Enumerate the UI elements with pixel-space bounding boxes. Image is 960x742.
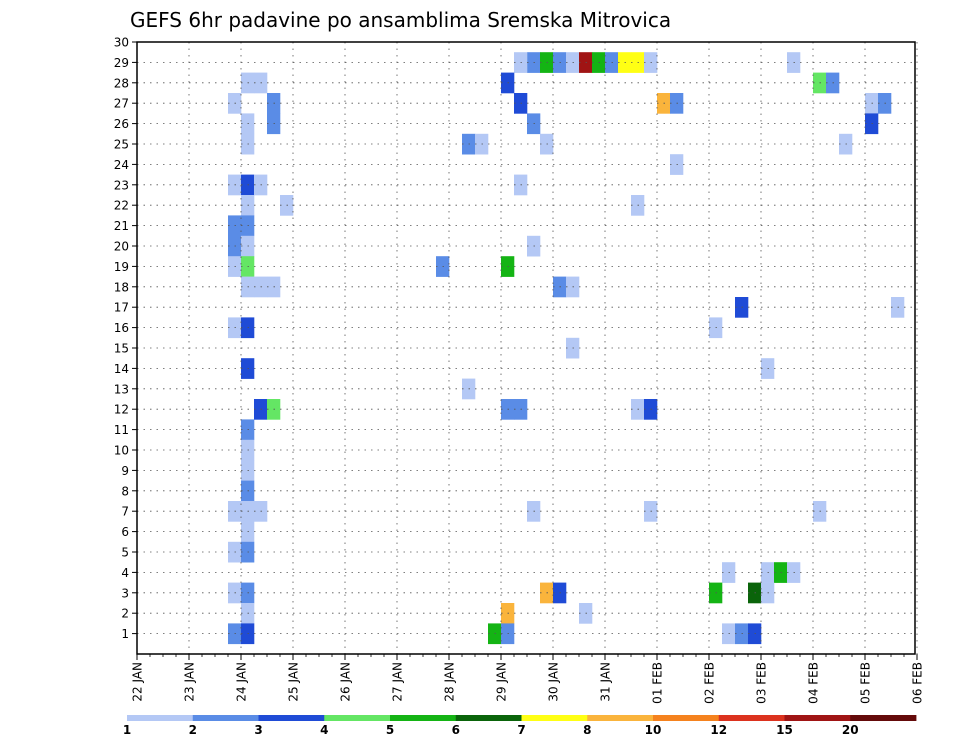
- x-tick-label: 03 FEB: [755, 662, 769, 704]
- legend-swatch: [653, 715, 720, 721]
- y-tick-label: 29: [114, 56, 129, 70]
- y-tick-label: 15: [114, 342, 129, 356]
- y-tick-label: 17: [114, 301, 129, 315]
- legend-label: 1: [123, 723, 131, 737]
- y-tick-label: 30: [114, 36, 129, 50]
- legend-label: 15: [776, 723, 793, 737]
- x-tick-label: 27 JAN: [391, 662, 405, 702]
- x-tick-label: 02 FEB: [703, 662, 717, 704]
- legend-label: 3: [254, 723, 262, 737]
- legend-swatch: [850, 715, 917, 721]
- legend-label: 10: [645, 723, 662, 737]
- y-tick-label: 10: [114, 444, 129, 458]
- legend-swatch: [718, 715, 785, 721]
- y-tick-label: 22: [114, 199, 129, 213]
- y-tick-label: 25: [114, 138, 129, 152]
- x-axis: 22 JAN 23 JAN 24 JAN 25 JAN 26 JAN 27 JAN 28 J…: [131, 654, 925, 704]
- y-tick-label: 11: [114, 423, 129, 437]
- legend-label: 20: [842, 723, 859, 737]
- legend-swatch: [127, 715, 194, 721]
- legend-swatch: [521, 715, 588, 721]
- legend-label: 4: [320, 723, 328, 737]
- grid-lines: [137, 41, 918, 654]
- y-tick-label: 23: [114, 178, 129, 192]
- x-tick-label: 29 JAN: [495, 662, 509, 702]
- y-tick-label: 19: [114, 260, 129, 274]
- x-tick-label: 01 FEB: [651, 662, 665, 704]
- y-tick-label: 1: [121, 627, 129, 641]
- x-tick-label: 22 JAN: [131, 662, 145, 702]
- y-tick-label: 24: [114, 158, 129, 172]
- legend-swatch: [587, 715, 654, 721]
- x-tick-label: 26 JAN: [339, 662, 353, 702]
- y-tick-label: 21: [114, 219, 129, 233]
- y-tick-label: 28: [114, 76, 129, 90]
- y-tick-label: 6: [121, 525, 129, 539]
- legend-label: 5: [386, 723, 394, 737]
- y-tick-label: 7: [121, 505, 129, 519]
- legend-label: 12: [710, 723, 727, 737]
- x-tick-label: 24 JAN: [235, 662, 249, 702]
- y-tick-label: 26: [114, 117, 129, 131]
- legend-swatch: [192, 715, 259, 721]
- x-tick-label: 25 JAN: [287, 662, 301, 702]
- x-tick-label: 04 FEB: [807, 662, 821, 704]
- y-tick-label: 27: [114, 97, 129, 111]
- y-tick-label: 20: [114, 240, 129, 254]
- chart-title: GEFS 6hr padavine po ansamblima Sremska …: [130, 8, 671, 32]
- x-tick-label: 30 JAN: [547, 662, 561, 702]
- y-tick-label: 2: [121, 607, 129, 621]
- legend-swatch: [784, 715, 851, 721]
- y-tick-label: 5: [121, 546, 129, 560]
- y-tick-label: 12: [114, 403, 129, 417]
- y-tick-label: 16: [114, 321, 129, 335]
- y-axis: 1234567891011121314151617181920212223242…: [114, 36, 137, 641]
- legend-swatch: [455, 715, 522, 721]
- y-tick-label: 9: [121, 464, 129, 478]
- y-tick-label: 3: [121, 586, 129, 600]
- legend-label: 6: [452, 723, 460, 737]
- y-tick-label: 18: [114, 280, 129, 294]
- legend-swatch: [390, 715, 457, 721]
- x-tick-label: 06 FEB: [911, 662, 925, 704]
- x-tick-label: 23 JAN: [183, 662, 197, 702]
- y-tick-label: 13: [114, 382, 129, 396]
- legend-label: 2: [189, 723, 197, 737]
- x-tick-label: 28 JAN: [443, 662, 457, 702]
- legend-swatch: [258, 715, 325, 721]
- y-tick-label: 4: [121, 566, 129, 580]
- x-tick-label: 05 FEB: [859, 662, 873, 704]
- y-tick-label: 14: [114, 362, 129, 376]
- color-legend: 1 2 3 4 5 6 7 8 10 12 15 20: [123, 715, 917, 737]
- x-tick-label: 31 JAN: [599, 662, 613, 702]
- legend-swatch: [324, 715, 391, 721]
- y-tick-label: 8: [121, 484, 129, 498]
- legend-label: 7: [517, 723, 525, 737]
- legend-label: 8: [583, 723, 591, 737]
